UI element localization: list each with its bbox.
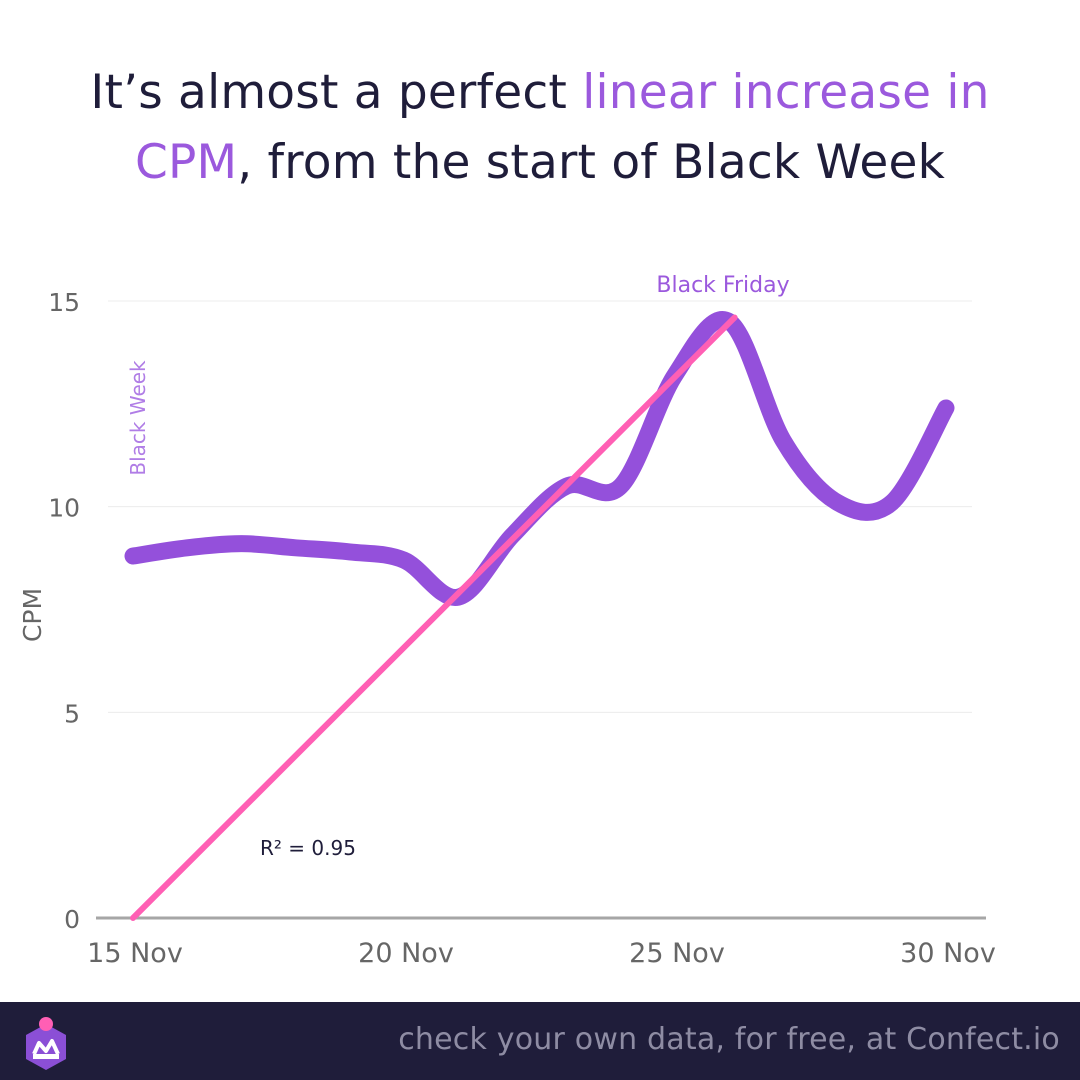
trend-layer — [130, 314, 738, 921]
headline-part2: , from the start of Black Week — [237, 135, 946, 190]
r-squared-label: R² = 0.95 — [260, 836, 356, 860]
y-tick-label: 5 — [64, 699, 80, 728]
headline: It’s almost a perfect linear increase in… — [40, 58, 1040, 198]
x-tick-label: 20 Nov — [358, 938, 454, 969]
y-tick-label: 0 — [64, 905, 80, 934]
label-layer: 0 5 10 15 15 Nov 20 Nov 25 Nov 30 Nov CPM R² = 0.… — [18, 273, 996, 969]
trend-line — [130, 314, 738, 921]
x-tick-label: 30 Nov — [900, 938, 996, 969]
crown-logo-icon — [26, 1017, 66, 1070]
series-layer — [124, 311, 955, 606]
black-week-annotation: Black Week — [126, 360, 150, 476]
black-friday-annotation: Black Friday — [656, 273, 789, 298]
cpm-line-chart: 0 5 10 15 15 Nov 20 Nov 25 Nov 30 Nov CPM R² = 0.… — [18, 273, 996, 969]
footer-bar: check your own data, for free, at Confec… — [0, 1002, 1080, 1080]
x-tick-label: 25 Nov — [629, 938, 725, 969]
headline-highlight-2: CPM — [134, 135, 238, 190]
headline-highlight-1: linear increase in — [582, 65, 990, 120]
footer-text: check your own data, for free, at Confec… — [398, 1022, 1060, 1057]
x-tick-label: 15 Nov — [87, 938, 183, 969]
y-tick-label: 15 — [48, 288, 80, 317]
headline-part1: It’s almost a perfect — [90, 65, 583, 120]
cpm-series-line — [124, 311, 955, 606]
y-tick-label: 10 — [48, 494, 80, 523]
y-axis-title: CPM — [18, 588, 47, 642]
